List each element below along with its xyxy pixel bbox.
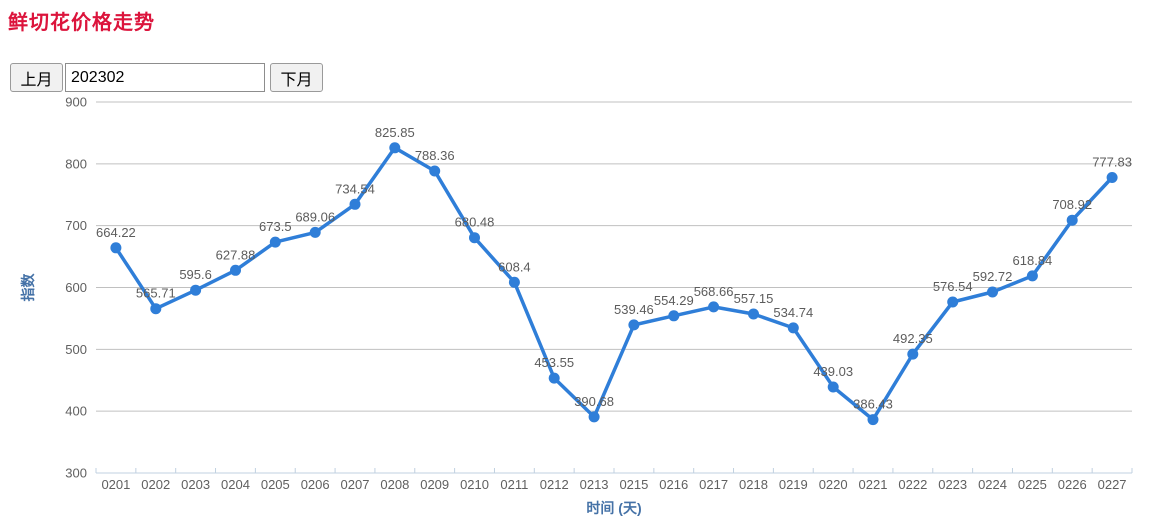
data-label: 592.72 [973, 269, 1013, 284]
data-label: 734.54 [335, 181, 375, 196]
x-axis-tick-label: 0221 [859, 477, 888, 492]
data-label: 627.88 [216, 247, 256, 262]
y-axis-tick-label: 600 [65, 280, 87, 295]
data-point-marker[interactable] [110, 242, 122, 254]
y-axis-title: 指数 [20, 273, 36, 302]
data-label: 386.43 [853, 397, 893, 412]
data-point-marker[interactable] [190, 284, 202, 296]
data-label: 664.22 [96, 225, 136, 240]
data-point-marker[interactable] [548, 372, 560, 384]
x-axis-tick-label: 0220 [819, 477, 848, 492]
month-input[interactable] [65, 63, 265, 92]
x-axis-tick-label: 0227 [1098, 477, 1127, 492]
data-label: 539.46 [614, 302, 654, 317]
x-axis-tick-label: 0216 [659, 477, 688, 492]
data-label: 595.6 [179, 267, 212, 282]
data-label: 618.84 [1013, 253, 1053, 268]
data-point-marker[interactable] [1106, 172, 1118, 183]
data-point-marker[interactable] [389, 142, 401, 154]
x-axis-tick-label: 0206 [301, 477, 330, 492]
y-axis-tick-label: 300 [65, 466, 87, 481]
data-point-marker[interactable] [1066, 214, 1078, 226]
x-axis-tick-label: 0201 [101, 477, 130, 492]
next-month-button[interactable]: 下月 [270, 63, 323, 92]
data-point-marker[interactable] [269, 236, 281, 248]
data-point-marker[interactable] [628, 319, 640, 331]
data-label: 689.06 [295, 209, 335, 224]
data-label: 565.71 [136, 286, 176, 301]
x-axis-tick-label: 0222 [898, 477, 927, 492]
x-axis-tick-label: 0209 [420, 477, 449, 492]
data-point-marker[interactable] [708, 301, 720, 313]
data-point-marker[interactable] [987, 286, 998, 298]
data-label: 554.29 [654, 293, 694, 308]
x-axis-tick-label: 0217 [699, 477, 728, 492]
data-label: 788.36 [415, 148, 455, 163]
data-point-marker[interactable] [668, 310, 680, 322]
y-axis-tick-label: 500 [65, 342, 87, 357]
data-label: 557.15 [734, 291, 774, 306]
data-point-marker[interactable] [748, 308, 759, 320]
data-point-marker[interactable] [907, 348, 919, 360]
data-point-marker[interactable] [309, 226, 321, 238]
data-label: 568.66 [694, 284, 734, 299]
data-label: 680.48 [455, 215, 495, 230]
data-point-marker[interactable] [827, 381, 839, 393]
data-label: 390.68 [574, 394, 614, 409]
data-label: 708.92 [1052, 197, 1092, 212]
data-label: 492.35 [893, 331, 933, 346]
data-point-marker[interactable] [150, 303, 162, 315]
data-point-marker[interactable] [429, 165, 441, 177]
x-axis-tick-label: 0205 [261, 477, 290, 492]
data-point-marker[interactable] [588, 411, 600, 423]
data-point-marker[interactable] [469, 232, 480, 244]
data-point-marker[interactable] [867, 414, 879, 426]
x-axis-tick-label: 0213 [580, 477, 609, 492]
x-axis-tick-label: 0207 [341, 477, 370, 492]
month-navigation: 上月 下月 [10, 63, 323, 92]
x-axis-tick-label: 0203 [181, 477, 210, 492]
page-title: 鲜切花价格走势 [8, 12, 155, 34]
data-label: 576.54 [933, 279, 973, 294]
data-point-marker[interactable] [508, 276, 520, 288]
x-axis-tick-label: 0210 [460, 477, 489, 492]
x-axis-tick-label: 0204 [221, 477, 250, 492]
y-axis-tick-label: 400 [65, 404, 87, 419]
x-axis-tick-label: 0202 [141, 477, 170, 492]
x-axis-tick-label: 0224 [978, 477, 1007, 492]
data-label: 673.5 [259, 219, 292, 234]
data-point-marker[interactable] [787, 322, 799, 334]
x-axis-title: 时间 (天) [586, 500, 641, 516]
x-axis-tick-label: 0215 [619, 477, 648, 492]
x-axis-tick-label: 0208 [380, 477, 409, 492]
price-line [114, 146, 1114, 422]
data-label: 825.85 [375, 125, 415, 140]
data-point-marker[interactable] [230, 264, 241, 276]
prev-month-button[interactable]: 上月 [10, 63, 63, 92]
x-axis-tick-label: 0223 [938, 477, 967, 492]
y-axis-tick-label: 800 [65, 156, 87, 171]
x-axis-tick-label: 0212 [540, 477, 569, 492]
x-axis-tick-label: 0225 [1018, 477, 1047, 492]
data-point-marker[interactable] [947, 296, 959, 308]
data-point-marker[interactable] [1026, 270, 1038, 282]
data-label: 608.4 [498, 259, 531, 274]
x-axis-tick-label: 0218 [739, 477, 768, 492]
y-axis-tick-label: 900 [65, 95, 87, 110]
data-label: 777.83 [1092, 155, 1132, 170]
x-axis-tick-label: 0211 [500, 477, 528, 492]
data-label: 439.03 [813, 364, 853, 379]
y-axis-tick-label: 700 [65, 218, 87, 233]
data-label: 453.55 [534, 355, 574, 370]
data-point-marker[interactable] [349, 198, 361, 210]
x-axis-tick-label: 0219 [779, 477, 808, 492]
data-label: 534.74 [773, 305, 813, 320]
x-axis-tick-label: 0226 [1058, 477, 1087, 492]
